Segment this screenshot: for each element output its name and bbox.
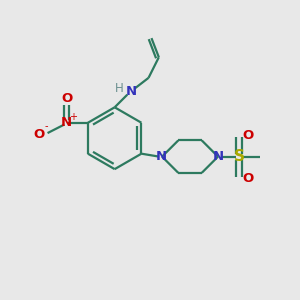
Text: N: N xyxy=(156,150,167,163)
Text: O: O xyxy=(34,128,45,141)
Text: N: N xyxy=(61,116,72,129)
Text: S: S xyxy=(234,149,245,164)
Text: -: - xyxy=(44,122,48,132)
Text: N: N xyxy=(125,85,136,98)
Text: O: O xyxy=(61,92,72,104)
Text: +: + xyxy=(69,112,77,122)
Text: O: O xyxy=(242,129,254,142)
Text: O: O xyxy=(242,172,254,184)
Text: H: H xyxy=(115,82,124,95)
Text: N: N xyxy=(213,150,224,163)
